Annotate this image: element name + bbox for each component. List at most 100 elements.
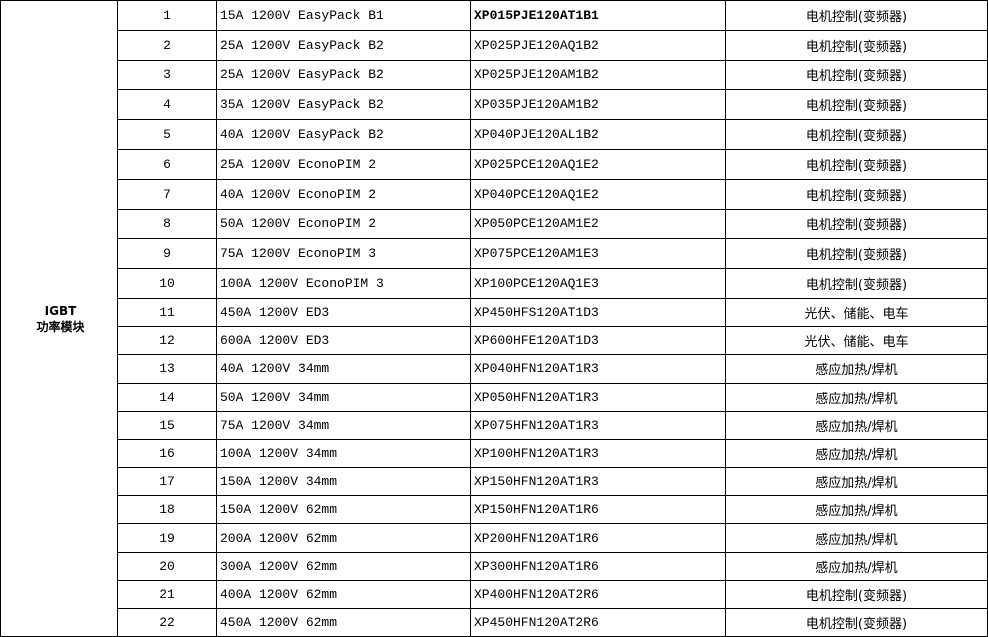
application-cell: 电机控制(变频器) [725, 119, 988, 150]
row-number: 22 [117, 608, 217, 637]
row-number: 5 [117, 119, 217, 150]
row-number: 7 [117, 178, 217, 210]
spec-cell: 35A 1200V EasyPack B2 [216, 89, 471, 121]
spec-cell: 400A 1200V 62mm [216, 579, 471, 610]
table-row: 14 50A 1200V 34mm XP050HFN120AT1R3 感应加热/焊机 [1, 382, 988, 412]
application-cell: 电机控制(变频器) [725, 268, 988, 299]
application-cell: 电机控制(变频器) [725, 178, 988, 210]
part-number-cell: XP100PCE120AQ1E3 [470, 268, 726, 299]
row-number: 10 [117, 268, 217, 299]
application-cell: 电机控制(变频器) [725, 0, 988, 31]
part-number-cell: XP450HFN120AT2R6 [470, 608, 726, 637]
part-number-cell: XP040PJE120AL1B2 [470, 119, 726, 150]
part-number-cell: XP400HFN120AT2R6 [470, 579, 726, 610]
row-number: 9 [117, 238, 217, 270]
part-number-cell: XP300HFN120AT1R6 [470, 551, 726, 581]
application-cell: 感应加热/焊机 [725, 467, 988, 497]
part-number-cell: XP025PJE120AM1B2 [470, 59, 726, 91]
application-cell: 电机控制(变频器) [725, 148, 988, 180]
part-number-cell: XP015PJE120AT1B1 [470, 0, 726, 31]
row-number: 1 [117, 0, 217, 31]
application-cell: 感应加热/焊机 [725, 382, 988, 412]
spec-cell: 50A 1200V EconoPIM 2 [216, 208, 471, 240]
spec-cell: 25A 1200V EconoPIM 2 [216, 148, 471, 180]
row-number: 21 [117, 579, 217, 610]
row-number: 8 [117, 208, 217, 240]
category-cell: IGBT 功率模块 [0, 0, 118, 637]
row-number: 14 [117, 382, 217, 412]
spec-cell: 450A 1200V ED3 [216, 297, 471, 328]
table-row: 11 450A 1200V ED3 XP450HFS120AT1D3 光伏、储能、电车 [1, 297, 988, 328]
spec-cell: 25A 1200V EasyPack B2 [216, 29, 471, 61]
row-number: 17 [117, 467, 217, 497]
row-number: 3 [117, 59, 217, 91]
application-cell: 电机控制(变频器) [725, 208, 988, 240]
row-number: 20 [117, 551, 217, 581]
part-number-cell: XP150HFN120AT1R3 [470, 467, 726, 497]
row-number: 6 [117, 148, 217, 180]
application-cell: 电机控制(变频器) [725, 608, 988, 637]
table-row: 10 100A 1200V EconoPIM 3 XP100PCE120AQ1E3 电… [1, 268, 988, 299]
spec-cell: 40A 1200V 34mm [216, 354, 471, 384]
table-row: 5 40A 1200V EasyPack B2 XP040PJE120AL1B2 电机… [1, 119, 988, 150]
part-number-cell: XP600HFE120AT1D3 [470, 326, 726, 356]
spec-cell: 40A 1200V EconoPIM 2 [216, 178, 471, 210]
row-number: 4 [117, 89, 217, 121]
application-cell: 电机控制(变频器) [725, 238, 988, 270]
table-row: 8 50A 1200V EconoPIM 2 XP050PCE120AM1E2 电机控… [1, 208, 988, 240]
part-number-cell: XP075PCE120AM1E3 [470, 238, 726, 270]
application-cell: 感应加热/焊机 [725, 551, 988, 581]
table-row: 21 400A 1200V 62mm XP400HFN120AT2R6 电机控制(变频… [1, 579, 988, 610]
spec-cell: 600A 1200V ED3 [216, 326, 471, 356]
part-number-cell: XP450HFS120AT1D3 [470, 297, 726, 328]
table-row: 6 25A 1200V EconoPIM 2 XP025PCE120AQ1E2 电机控… [1, 148, 988, 180]
table-row: 20 300A 1200V 62mm XP300HFN120AT1R6 感应加热/焊机 [1, 551, 988, 581]
part-number-cell: XP035PJE120AM1B2 [470, 89, 726, 121]
part-number-cell: XP050HFN120AT1R3 [470, 382, 726, 412]
row-number: 13 [117, 354, 217, 384]
spec-cell: 75A 1200V EconoPIM 3 [216, 238, 471, 270]
part-number-cell: XP100HFN120AT1R3 [470, 438, 726, 469]
spec-cell: 100A 1200V 34mm [216, 438, 471, 469]
part-number-cell: XP075HFN120AT1R3 [470, 410, 726, 440]
category-line2: 功率模块 [36, 319, 85, 334]
application-cell: 光伏、储能、电车 [725, 297, 988, 328]
table-row: 9 75A 1200V EconoPIM 3 XP075PCE120AM1E3 电机控… [1, 238, 988, 270]
table-row: 22 450A 1200V 62mm XP450HFN120AT2R6 电机控制(变频… [1, 608, 988, 637]
table-row: 16 100A 1200V 34mm XP100HFN120AT1R3 感应加热/焊机 [1, 438, 988, 469]
part-number-cell: XP150HFN120AT1R6 [470, 495, 726, 525]
table-row: 17 150A 1200V 34mm XP150HFN120AT1R3 感应加热/焊机 [1, 467, 988, 497]
spec-cell: 50A 1200V 34mm [216, 382, 471, 412]
part-number-cell: XP025PJE120AQ1B2 [470, 29, 726, 61]
table-row: 19 200A 1200V 62mm XP200HFN120AT1R6 感应加热/焊机 [1, 523, 988, 553]
application-cell: 感应加热/焊机 [725, 410, 988, 440]
spec-cell: 15A 1200V EasyPack B1 [216, 0, 471, 31]
table-row: 15 75A 1200V 34mm XP075HFN120AT1R3 感应加热/焊机 [1, 410, 988, 440]
application-cell: 光伏、储能、电车 [725, 326, 988, 356]
spec-cell: 300A 1200V 62mm [216, 551, 471, 581]
part-number-cell: XP050PCE120AM1E2 [470, 208, 726, 240]
application-cell: 电机控制(变频器) [725, 89, 988, 121]
row-number: 11 [117, 297, 217, 328]
part-number-cell: XP025PCE120AQ1E2 [470, 148, 726, 180]
table-row: 12 600A 1200V ED3 XP600HFE120AT1D3 光伏、储能、电车 [1, 326, 988, 356]
category-line1: IGBT [44, 303, 77, 318]
spec-cell: 25A 1200V EasyPack B2 [216, 59, 471, 91]
part-number-cell: XP040HFN120AT1R3 [470, 354, 726, 384]
application-cell: 电机控制(变频器) [725, 59, 988, 91]
spec-cell: 150A 1200V 34mm [216, 467, 471, 497]
part-number-cell: XP040PCE120AQ1E2 [470, 178, 726, 210]
part-number-cell: XP200HFN120AT1R6 [470, 523, 726, 553]
table-row: 4 35A 1200V EasyPack B2 XP035PJE120AM1B2 电机… [1, 89, 988, 121]
row-number: 12 [117, 326, 217, 356]
table-row: 13 40A 1200V 34mm XP040HFN120AT1R3 感应加热/焊机 [1, 354, 988, 384]
table-row: 18 150A 1200V 62mm XP150HFN120AT1R6 感应加热/焊机 [1, 495, 988, 525]
spec-cell: 450A 1200V 62mm [216, 608, 471, 637]
table-row: 3 25A 1200V EasyPack B2 XP025PJE120AM1B2 电机… [1, 59, 988, 91]
application-cell: 感应加热/焊机 [725, 495, 988, 525]
spec-cell: 100A 1200V EconoPIM 3 [216, 268, 471, 299]
spec-cell: 40A 1200V EasyPack B2 [216, 119, 471, 150]
application-cell: 电机控制(变频器) [725, 29, 988, 61]
application-cell: 感应加热/焊机 [725, 523, 988, 553]
